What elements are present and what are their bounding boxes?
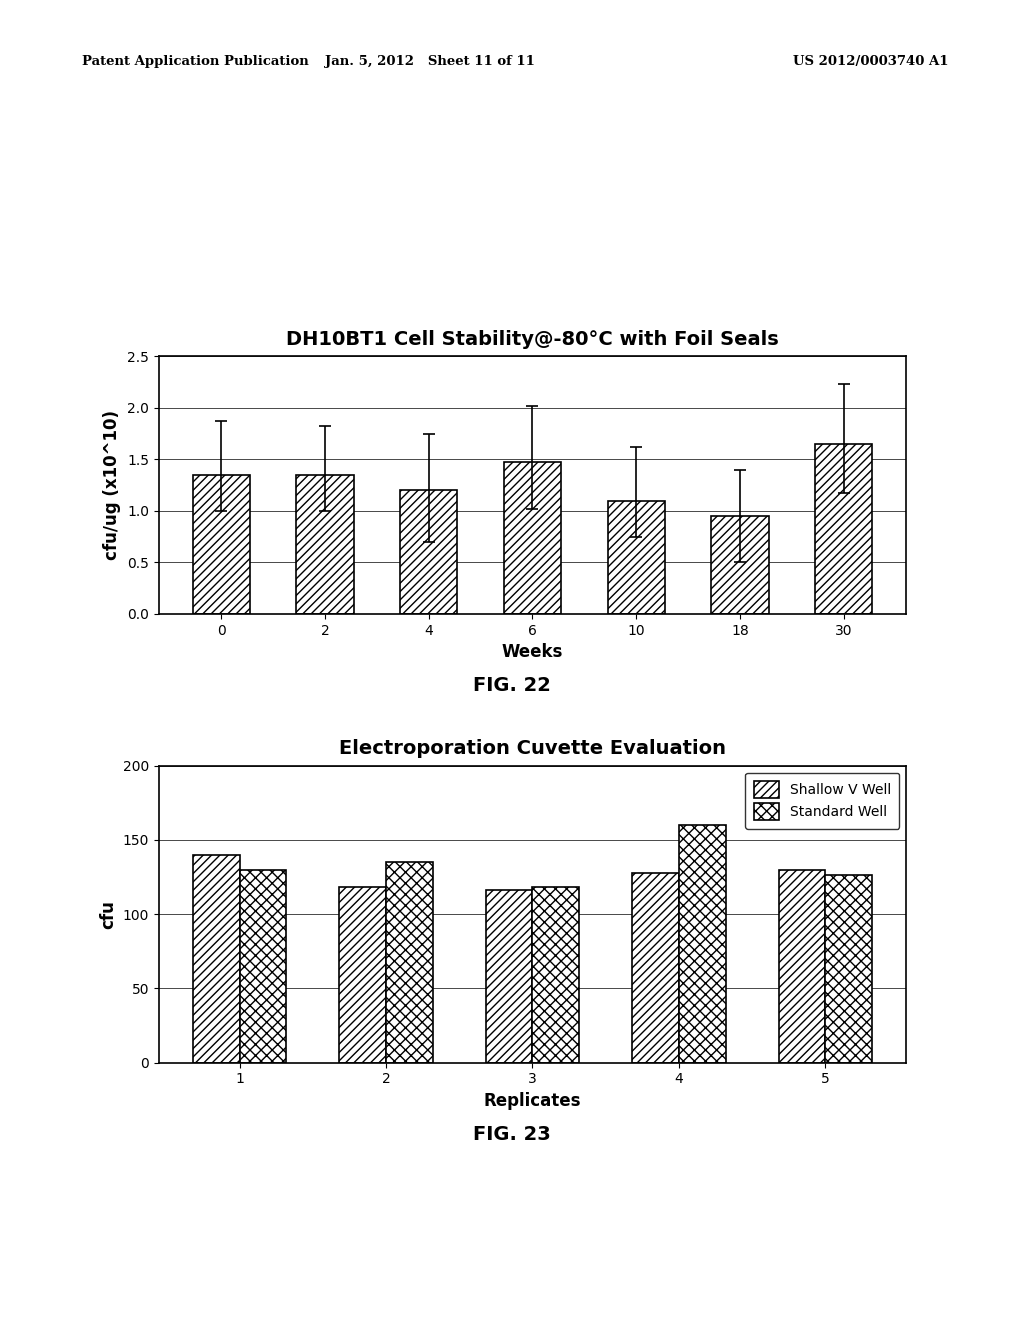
Bar <box>485 890 532 1063</box>
Title: DH10BT1 Cell Stability@-80°C with Foil Seals: DH10BT1 Cell Stability@-80°C with Foil S… <box>286 330 779 350</box>
Bar <box>679 825 726 1063</box>
Bar <box>632 873 679 1063</box>
Bar <box>400 490 458 614</box>
Bar <box>815 444 872 614</box>
Y-axis label: cfu: cfu <box>99 900 117 928</box>
Title: Electroporation Cuvette Evaluation: Electroporation Cuvette Evaluation <box>339 739 726 759</box>
Bar <box>778 870 825 1063</box>
Bar <box>825 875 872 1063</box>
Bar <box>240 870 287 1063</box>
Text: US 2012/0003740 A1: US 2012/0003740 A1 <box>793 55 948 69</box>
X-axis label: Replicates: Replicates <box>483 1092 582 1110</box>
Legend: Shallow V Well, Standard Well: Shallow V Well, Standard Well <box>745 772 899 829</box>
Bar <box>607 500 665 614</box>
Text: Jan. 5, 2012   Sheet 11 of 11: Jan. 5, 2012 Sheet 11 of 11 <box>326 55 535 69</box>
X-axis label: Weeks: Weeks <box>502 643 563 661</box>
Bar <box>504 462 561 614</box>
Bar <box>193 855 240 1063</box>
Text: FIG. 22: FIG. 22 <box>473 676 551 694</box>
Bar <box>193 475 250 614</box>
Bar <box>297 475 353 614</box>
Bar <box>386 862 433 1063</box>
Text: FIG. 23: FIG. 23 <box>473 1125 551 1143</box>
Bar <box>532 887 580 1063</box>
Text: Patent Application Publication: Patent Application Publication <box>82 55 308 69</box>
Y-axis label: cfu/ug (x10^10): cfu/ug (x10^10) <box>103 411 122 560</box>
Bar <box>339 887 386 1063</box>
Bar <box>712 516 768 614</box>
